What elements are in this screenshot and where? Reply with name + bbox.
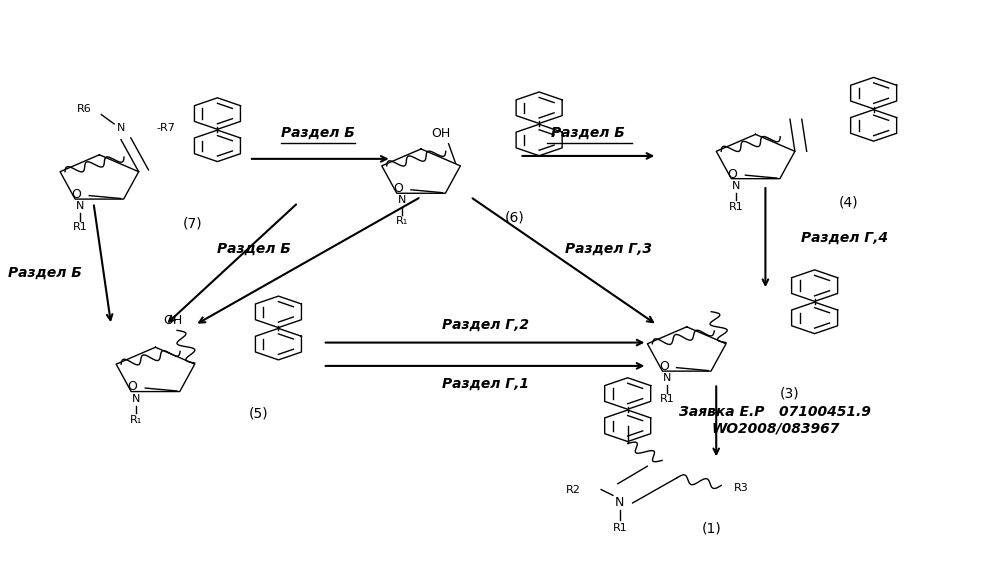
Text: R3: R3: [734, 483, 748, 493]
Text: Раздел Г,4: Раздел Г,4: [800, 231, 887, 244]
Text: N: N: [132, 394, 141, 404]
Text: O: O: [128, 380, 138, 393]
Text: Раздел Г,1: Раздел Г,1: [441, 376, 529, 390]
Text: (6): (6): [505, 210, 524, 224]
Text: (5): (5): [249, 407, 268, 421]
Text: R2: R2: [566, 485, 581, 495]
Text: N: N: [117, 123, 125, 133]
Text: N: N: [663, 373, 672, 383]
Text: R1: R1: [660, 394, 675, 404]
Text: (1): (1): [702, 521, 722, 535]
Text: R₁: R₁: [130, 414, 142, 424]
Text: Раздел Б: Раздел Б: [217, 242, 290, 256]
Text: R₁: R₁: [395, 216, 408, 226]
Text: (4): (4): [839, 196, 859, 210]
Text: Раздел Г,2: Раздел Г,2: [441, 318, 529, 332]
Text: R1: R1: [729, 202, 744, 212]
Text: R1: R1: [613, 523, 627, 533]
Text: O: O: [393, 182, 403, 195]
Text: R6: R6: [77, 104, 92, 114]
Text: R1: R1: [73, 222, 88, 232]
Text: (3): (3): [780, 386, 799, 400]
Text: Раздел Г,3: Раздел Г,3: [565, 242, 652, 256]
Text: OH: OH: [164, 314, 183, 327]
Text: O: O: [72, 188, 82, 201]
Text: N: N: [397, 195, 406, 205]
Text: OH: OH: [431, 127, 450, 140]
Text: Раздел Б: Раздел Б: [280, 125, 354, 139]
Text: Раздел Б: Раздел Б: [551, 125, 626, 139]
Text: -R7: -R7: [157, 123, 176, 133]
Text: Раздел Б: Раздел Б: [8, 265, 82, 280]
Text: (7): (7): [183, 216, 203, 230]
Text: N: N: [732, 180, 741, 190]
Text: N: N: [76, 201, 84, 211]
Text: N: N: [615, 496, 625, 509]
Text: O: O: [728, 168, 738, 180]
Text: O: O: [659, 360, 669, 373]
Text: Заявка Е.Р   07100451.9
WO2008/083967: Заявка Е.Р 07100451.9 WO2008/083967: [680, 405, 871, 435]
